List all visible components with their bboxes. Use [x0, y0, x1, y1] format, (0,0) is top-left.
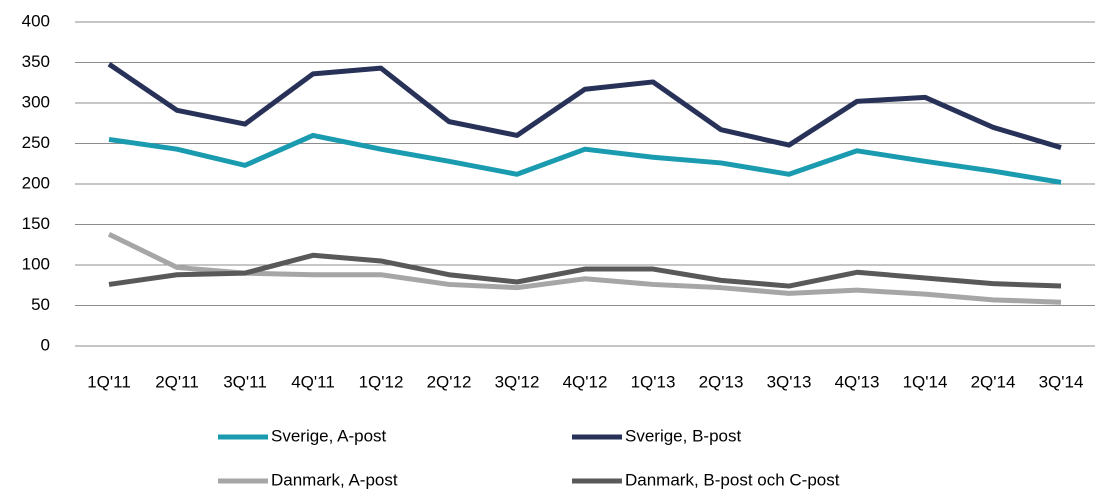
y-tick-label: 0 — [41, 335, 50, 354]
series-line — [107, 62, 1062, 150]
x-tick-label: 4Q'13 — [835, 372, 880, 391]
x-tick-label: 2Q'14 — [971, 372, 1016, 391]
y-tick-label: 150 — [22, 214, 50, 233]
x-tick-label: 1Q'13 — [631, 372, 676, 391]
y-tick-label: 50 — [31, 295, 50, 314]
legend-label: Sverige, B-post — [625, 426, 741, 445]
y-tick-label: 400 — [22, 11, 50, 30]
x-tick-label: 2Q'12 — [427, 372, 472, 391]
series-line — [108, 132, 1062, 185]
y-tick-label: 250 — [22, 133, 50, 152]
x-tick-label: 3Q'13 — [767, 372, 812, 391]
y-tick-label: 200 — [22, 173, 50, 192]
x-tick-label: 2Q'11 — [155, 372, 199, 391]
y-tick-label: 350 — [22, 52, 50, 71]
x-tick-label: 4Q'11 — [291, 372, 335, 391]
series-line — [108, 252, 1062, 289]
x-tick-label: 4Q'12 — [563, 372, 608, 391]
x-tick-label: 2Q'13 — [699, 372, 744, 391]
x-tick-label: 1Q'11 — [87, 372, 131, 391]
y-tick-label: 100 — [22, 254, 50, 273]
x-tick-label: 3Q'11 — [223, 372, 267, 391]
series-line — [107, 231, 1062, 305]
x-tick-label: 3Q'12 — [495, 372, 540, 391]
x-tick-label: 1Q'14 — [903, 372, 948, 391]
legend-label: Danmark, A-post — [271, 470, 398, 489]
legend-label: Danmark, B-post och C-post — [625, 470, 840, 489]
x-tick-label: 3Q'14 — [1039, 372, 1084, 391]
x-tick-label: 1Q'12 — [359, 372, 404, 391]
legend-label: Sverige, A-post — [271, 426, 387, 445]
y-tick-label: 300 — [22, 92, 50, 111]
